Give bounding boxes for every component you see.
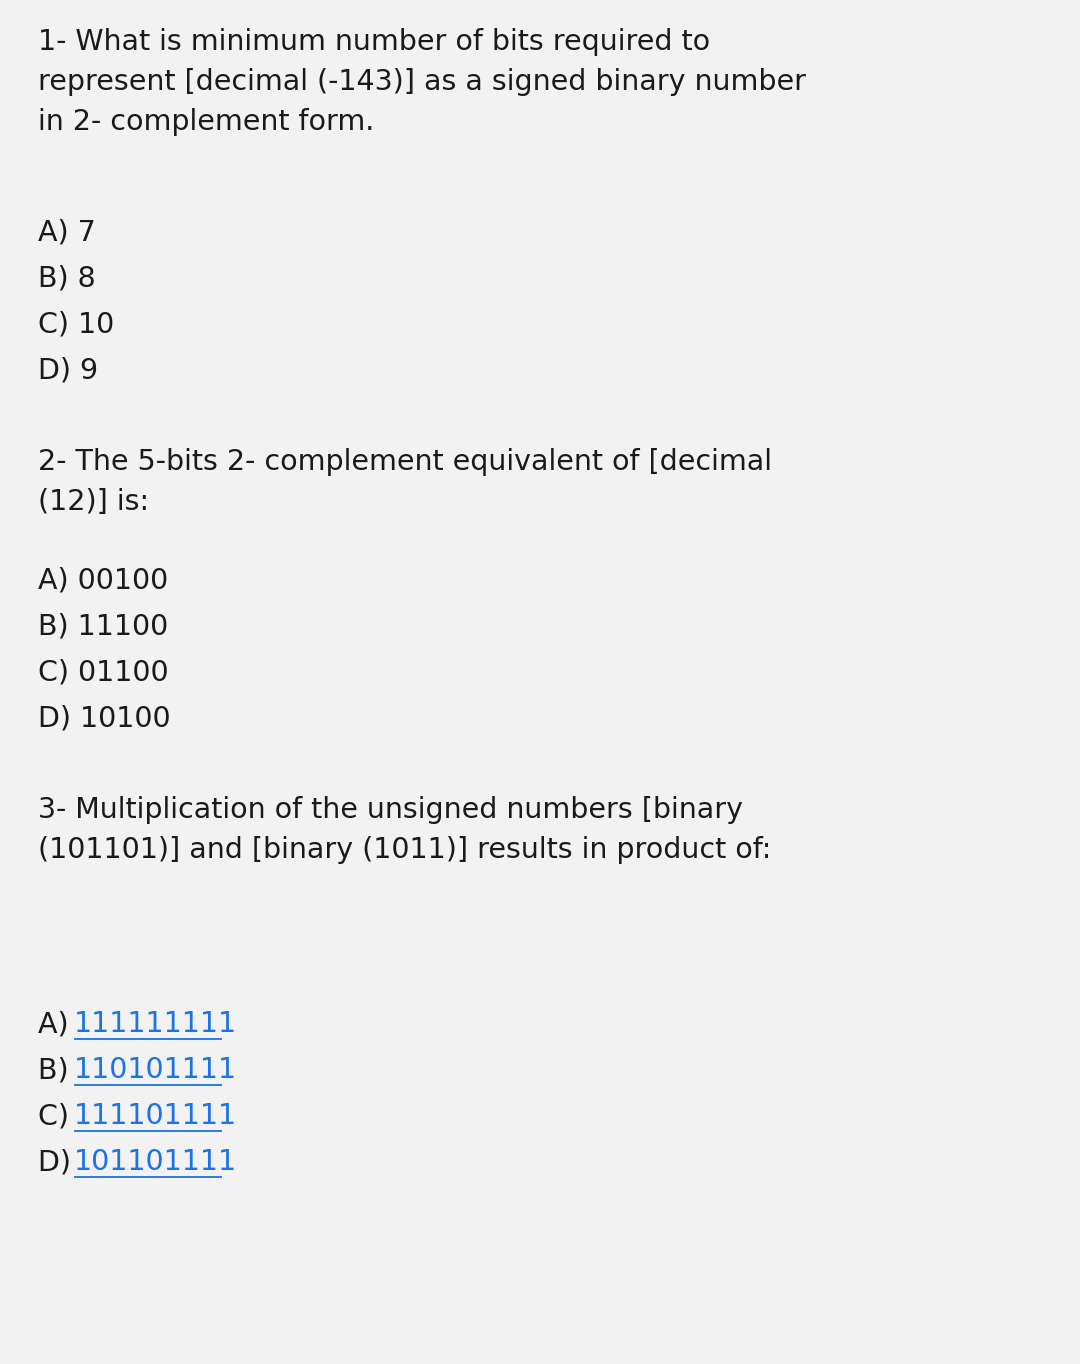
Text: D): D) [38,1148,80,1176]
Text: A) 00100: A) 00100 [38,566,168,593]
Text: C): C) [38,1102,78,1129]
Text: 101101111: 101101111 [75,1148,238,1176]
Text: in 2- complement form.: in 2- complement form. [38,108,375,136]
Text: 2- The 5-bits 2- complement equivalent of [decimal: 2- The 5-bits 2- complement equivalent o… [38,447,772,476]
Text: 110101111: 110101111 [75,1056,238,1084]
Text: 111111111: 111111111 [75,1009,238,1038]
Text: B) 8: B) 8 [38,265,96,292]
Text: represent [decimal (-143)] as a signed binary number: represent [decimal (-143)] as a signed b… [38,68,806,95]
Text: A) 7: A) 7 [38,218,96,246]
Text: B): B) [38,1056,78,1084]
Text: 3- Multiplication of the unsigned numbers [binary: 3- Multiplication of the unsigned number… [38,797,743,824]
Text: A): A) [38,1009,78,1038]
Text: C) 10: C) 10 [38,310,114,338]
Text: D) 9: D) 9 [38,356,98,385]
Text: (101101)] and [binary (1011)] results in product of:: (101101)] and [binary (1011)] results in… [38,836,771,863]
Text: (12)] is:: (12)] is: [38,488,149,516]
Text: 111101111: 111101111 [75,1102,238,1129]
Text: C) 01100: C) 01100 [38,657,168,686]
Text: B) 11100: B) 11100 [38,612,168,640]
Text: 1- What is minimum number of bits required to: 1- What is minimum number of bits requir… [38,29,711,56]
Text: D) 10100: D) 10100 [38,704,171,732]
